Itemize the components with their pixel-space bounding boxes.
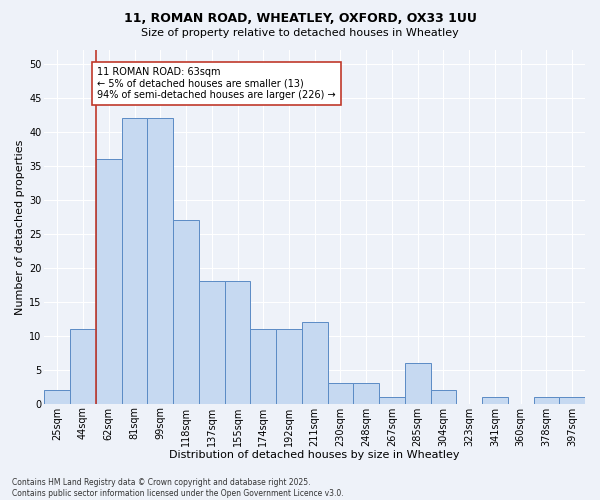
Bar <box>224 282 250 404</box>
Text: Size of property relative to detached houses in Wheatley: Size of property relative to detached ho… <box>141 28 459 38</box>
Bar <box>70 329 96 404</box>
Bar <box>148 118 173 404</box>
Bar <box>122 118 148 404</box>
Bar <box>533 397 559 404</box>
X-axis label: Distribution of detached houses by size in Wheatley: Distribution of detached houses by size … <box>169 450 460 460</box>
Bar <box>482 397 508 404</box>
Bar <box>44 390 70 404</box>
Bar <box>250 329 276 404</box>
Bar <box>96 159 122 404</box>
Bar <box>328 384 353 404</box>
Bar <box>559 397 585 404</box>
Bar <box>302 322 328 404</box>
Bar <box>276 329 302 404</box>
Text: 11 ROMAN ROAD: 63sqm
← 5% of detached houses are smaller (13)
94% of semi-detach: 11 ROMAN ROAD: 63sqm ← 5% of detached ho… <box>97 67 336 100</box>
Bar <box>199 282 224 404</box>
Bar <box>379 397 405 404</box>
Bar <box>173 220 199 404</box>
Bar <box>353 384 379 404</box>
Bar <box>431 390 456 404</box>
Text: 11, ROMAN ROAD, WHEATLEY, OXFORD, OX33 1UU: 11, ROMAN ROAD, WHEATLEY, OXFORD, OX33 1… <box>124 12 476 26</box>
Text: Contains HM Land Registry data © Crown copyright and database right 2025.
Contai: Contains HM Land Registry data © Crown c… <box>12 478 344 498</box>
Y-axis label: Number of detached properties: Number of detached properties <box>15 139 25 314</box>
Bar <box>405 363 431 404</box>
